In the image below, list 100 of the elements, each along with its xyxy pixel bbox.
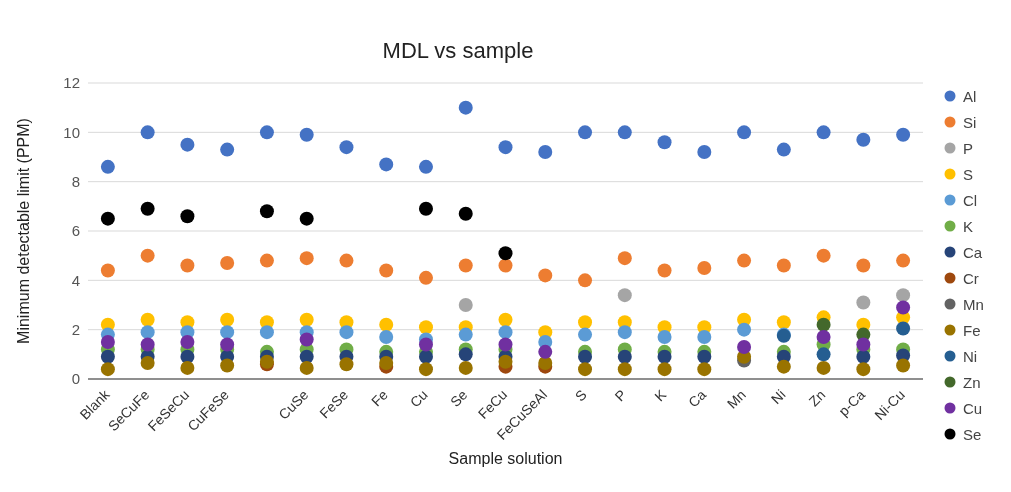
point <box>856 258 871 273</box>
point <box>657 135 672 150</box>
legend-label: Cl <box>963 191 978 209</box>
y-tick-label: 8 <box>71 172 80 190</box>
point <box>578 315 593 330</box>
y-tick-label: 2 <box>71 320 80 338</box>
point <box>418 349 433 364</box>
legend-label: Ca <box>963 243 983 261</box>
legend-label: Ni <box>963 347 978 365</box>
x-tick-label: Ni <box>767 386 789 408</box>
point <box>816 125 831 140</box>
point <box>100 211 115 226</box>
point <box>418 337 433 352</box>
y-tick-label: 12 <box>63 74 80 92</box>
point <box>458 206 473 221</box>
point <box>657 349 672 364</box>
point <box>458 100 473 115</box>
point <box>578 362 593 377</box>
point <box>220 325 235 340</box>
point <box>896 288 911 303</box>
point <box>776 315 791 330</box>
point <box>259 204 274 219</box>
point <box>816 360 831 375</box>
point <box>418 270 433 285</box>
point <box>339 357 354 372</box>
point <box>856 362 871 377</box>
y-tick-label: 0 <box>71 370 80 388</box>
point <box>617 251 632 266</box>
legend-label: K <box>963 217 974 235</box>
legend-label: Al <box>963 87 977 105</box>
point <box>737 125 752 140</box>
point <box>737 322 752 337</box>
legend-label: S <box>963 165 974 183</box>
point <box>299 127 314 142</box>
legend-label: Cr <box>963 269 979 287</box>
point <box>856 132 871 147</box>
point <box>617 362 632 377</box>
point <box>100 159 115 174</box>
point <box>617 125 632 140</box>
legend-label: P <box>963 139 974 157</box>
point <box>220 337 235 352</box>
point <box>418 320 433 335</box>
point <box>697 145 712 160</box>
point <box>498 312 513 327</box>
x-tick-label: Zn <box>805 386 829 410</box>
y-tick-label: 4 <box>71 271 80 289</box>
point <box>180 360 195 375</box>
point <box>379 157 394 172</box>
point <box>299 251 314 266</box>
x-tick-label: S <box>571 386 590 405</box>
chart-title: MDL vs sample <box>381 38 535 64</box>
point <box>220 358 235 373</box>
x-tick-label: Se <box>447 386 471 410</box>
point <box>379 330 394 345</box>
point <box>339 140 354 155</box>
point <box>418 362 433 377</box>
point <box>299 332 314 347</box>
point <box>896 358 911 373</box>
point <box>737 253 752 268</box>
point <box>418 201 433 216</box>
point <box>578 327 593 342</box>
point <box>538 268 553 283</box>
point <box>498 258 513 273</box>
x-tick-label: Fe <box>368 386 392 410</box>
point <box>896 253 911 268</box>
point <box>140 312 155 327</box>
legend-label: Si <box>963 113 977 131</box>
point <box>259 253 274 268</box>
point <box>299 211 314 226</box>
point <box>180 335 195 349</box>
point <box>498 337 513 352</box>
point <box>776 142 791 157</box>
point <box>498 246 513 261</box>
point <box>458 347 473 362</box>
point <box>896 300 911 315</box>
point <box>578 349 593 364</box>
point <box>896 127 911 142</box>
point <box>379 263 394 278</box>
point <box>140 248 155 263</box>
point <box>498 354 513 369</box>
point <box>140 355 155 370</box>
point <box>657 362 672 377</box>
point <box>776 359 791 374</box>
x-tick-label: K <box>651 385 670 405</box>
point <box>458 298 473 312</box>
point <box>140 325 155 340</box>
point <box>220 142 235 157</box>
point <box>220 256 235 271</box>
point <box>538 344 553 359</box>
point <box>339 253 354 268</box>
legend-label: Mn <box>963 295 984 313</box>
point <box>140 337 155 352</box>
point <box>697 261 712 275</box>
point <box>578 125 593 140</box>
point <box>697 362 712 377</box>
legend-label: Fe <box>963 321 981 339</box>
point <box>458 258 473 273</box>
point <box>578 273 593 288</box>
x-tick-label: Cu <box>406 386 431 411</box>
point <box>697 330 712 345</box>
